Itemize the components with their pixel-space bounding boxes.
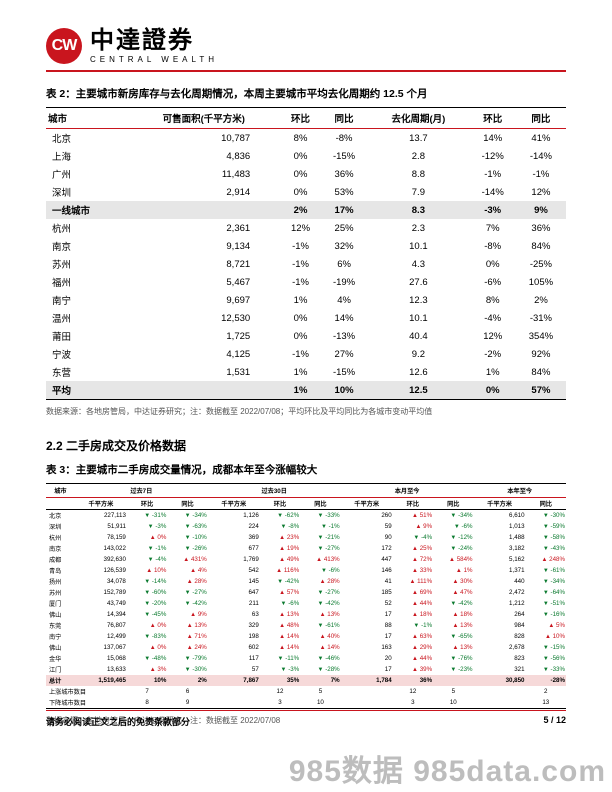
table-row: 一线城市2%17%8.3-3%9% [46, 201, 566, 219]
table-row: 苏州8,721-1%6%4.30%-25% [46, 255, 566, 273]
table-row: 平均1%10%12.50%57% [46, 381, 566, 400]
table-row: 广州11,4830%36%8.8-1%-1% [46, 165, 566, 183]
watermark: 985数据 985data.com [289, 746, 606, 790]
table3-col: 环比 [260, 498, 300, 510]
table-row: 北京227,113▼ -31%▼ -34%1,126▼ -62%▼ -33%26… [46, 510, 566, 522]
section-title: 2.2 二手房成交及价格数据 [46, 437, 566, 454]
table3-total: 总计1,519,46510%2%7,86735%7%1,78436%30,850… [46, 675, 566, 686]
footer-disclaimer: 请务必阅读正文之后的免责条款部分 [46, 715, 190, 728]
table2-col: 同比 [321, 108, 367, 129]
brand-cn: 中達證券 [90, 29, 218, 53]
table3-col: 同比 [433, 498, 473, 510]
table-row: 杭州78,159▲ 0%▼ -10%369▲ 23%▼ -21%90▼ -4%▼… [46, 532, 566, 543]
table3-group: 城市 [46, 484, 75, 498]
table3-footer-row: 下降城市数目8931031013 [46, 697, 566, 709]
table-row: 宁波4,125-1%27%9.2-2%92% [46, 345, 566, 363]
table-row: 南宁12,499▼ -83%▲ 71%198▲ 14%▲ 40%17▲ 63%▼… [46, 631, 566, 642]
table-row: 莆田1,7250%-13%40.412%354% [46, 327, 566, 345]
table2-col: 可售面积(千平方米) [127, 108, 280, 129]
table2-col: 环比 [470, 108, 516, 129]
table-row: 扬州34,078▼ -14%▲ 28%145▼ -42%▲ 28%41▲ 111… [46, 576, 566, 587]
table3-col: 同比 [526, 498, 566, 510]
table3-col: 千平方米 [208, 498, 260, 510]
brand-en: CENTRAL WEALTH [90, 55, 218, 64]
table-row: 南宁9,6971%4%12.38%2% [46, 291, 566, 309]
table2-col: 同比 [516, 108, 566, 129]
table-row: 北京10,7878%-8%13.714%41% [46, 129, 566, 148]
table3-col: 同比 [300, 498, 340, 510]
page-number: 5 / 12 [543, 715, 566, 728]
table2-col: 去化周期(月) [367, 108, 469, 129]
table-row: 苏州152,789▼ -60%▼ -27%647▲ 57%▼ -27%185▲ … [46, 587, 566, 598]
table-row: 佛山137,067▲ 0%▲ 24%602▲ 14%▲ 14%163▲ 29%▲… [46, 642, 566, 653]
table-row: 南京9,134-1%32%10.1-8%84% [46, 237, 566, 255]
table-row: 福州5,467-1%-19%27.6-6%105% [46, 273, 566, 291]
table-row: 深圳2,9140%53%7.9-14%12% [46, 183, 566, 201]
table-row: 深圳51,911▼ -3%▼ -63%224▼ -8%▼ -1%59▲ 9%▼ … [46, 521, 566, 532]
table3-col: 千平方米 [474, 498, 526, 510]
table3-group: 本月至今 [341, 484, 474, 498]
table3-col: 同比 [167, 498, 207, 510]
table3-group: 本年至今 [474, 484, 566, 498]
table-row: 上海4,8360%-15%2.8-12%-14% [46, 147, 566, 165]
table-row: 东营1,5311%-15%12.61%84% [46, 363, 566, 381]
table3-group: 过去30日 [208, 484, 341, 498]
table2-source: 数据来源：各地房管局，中达证券研究；注：数据截至 2022/07/08；平均环比… [46, 406, 566, 417]
logo-badge: CW [46, 28, 82, 64]
page-footer: 请务必阅读正文之后的免责条款部分 5 / 12 [46, 710, 566, 728]
table2: 城市可售面积(千平方米)环比同比去化周期(月)环比同比 北京10,7878%-8… [46, 107, 566, 400]
table3-group: 过去7日 [75, 484, 208, 498]
table-row: 南京143,022▼ -1%▼ -26%677▲ 19%▼ -27%172▲ 2… [46, 543, 566, 554]
table3-col: 环比 [127, 498, 167, 510]
table-row: 东莞76,807▲ 0%▲ 13%329▲ 48%▼ -61%88▼ -1%▲ … [46, 620, 566, 631]
table2-caption: 表 2：主要城市新房库存与去化周期情况，本周主要城市平均去化周期约 12.5 个… [46, 86, 566, 101]
table2-col: 环比 [280, 108, 321, 129]
table3-col: 环比 [393, 498, 433, 510]
table3-col: 千平方米 [75, 498, 127, 510]
header-divider [46, 70, 566, 72]
table-row: 温州12,5300%14%10.1-4%-31% [46, 309, 566, 327]
table-row: 青岛126,539▲ 10%▲ 4%542▲ 116%▼ -6%146▲ 33%… [46, 565, 566, 576]
table-row: 江门13,633▲ 3%▼ -30%57▼ -3%▼ -28%17▲ 39%▼ … [46, 664, 566, 675]
table2-col: 城市 [46, 108, 127, 129]
table-row: 成都392,630▼ -4%▲ 431%1,769▲ 49%▲ 413%447▲… [46, 554, 566, 565]
table-row: 佛山14,394▼ -45%▲ 9%63▲ 13%▲ 13%17▲ 18%▲ 1… [46, 609, 566, 620]
table-row: 杭州2,36112%25%2.37%36% [46, 219, 566, 237]
table-row: 厦门43,749▼ -20%▼ -42%211▼ -6%▼ -42%52▲ 44… [46, 598, 566, 609]
table3-col: 千平方米 [341, 498, 393, 510]
table-row: 金华15,068▼ -48%▼ -79%117▼ -11%▼ -46%20▲ 4… [46, 653, 566, 664]
brand-header: CW 中達證券 CENTRAL WEALTH [46, 28, 566, 64]
table3-caption: 表 3：主要城市二手房成交量情况，成都本年至今涨幅较大 [46, 462, 566, 477]
table3: 城市过去7日过去30日本月至今本年至今 千平方米环比同比千平方米环比同比千平方米… [46, 483, 566, 709]
table3-footer-row: 上涨城市数目761251252 [46, 686, 566, 697]
